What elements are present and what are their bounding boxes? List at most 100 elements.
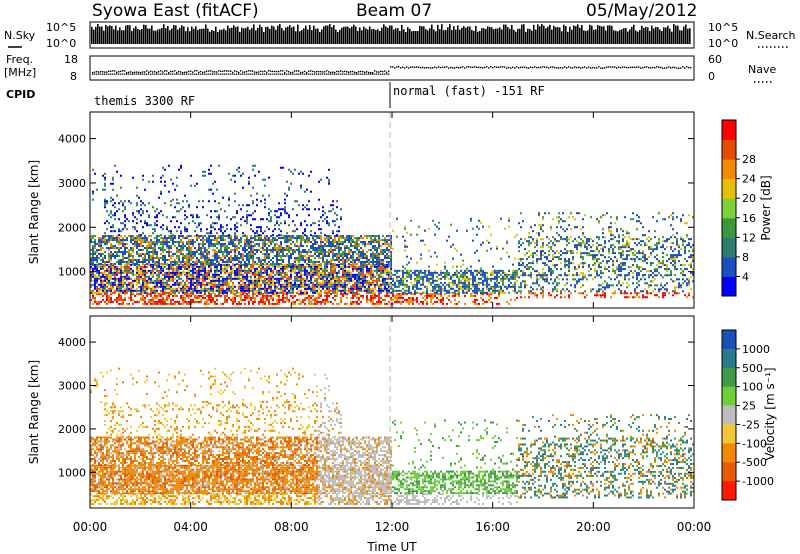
power-cell (156, 255, 158, 258)
power-cell (118, 228, 120, 231)
power-cell (242, 235, 244, 238)
power-cell (146, 224, 148, 227)
power-cell (198, 267, 200, 270)
power-cell (372, 239, 374, 242)
power-cell (326, 287, 328, 290)
power-cell (128, 289, 130, 292)
power-cell (270, 296, 272, 299)
power-cell (124, 267, 126, 270)
power-cell (314, 249, 316, 252)
power-cell (332, 262, 334, 265)
power-cell (154, 243, 156, 246)
power-cell (120, 267, 122, 270)
power-cell (290, 287, 292, 290)
power-cell (234, 273, 236, 276)
power-cell (136, 275, 138, 278)
power-cell (90, 275, 92, 278)
power-cell (136, 194, 138, 197)
power-cell (120, 285, 122, 288)
power-cell (330, 277, 332, 280)
power-cell (138, 245, 140, 248)
power-cell (228, 289, 230, 292)
power-cell (354, 260, 356, 263)
power-cell (294, 230, 296, 233)
power-cell (232, 262, 234, 265)
power-cell (378, 255, 380, 258)
nave-point (138, 73, 140, 75)
power-cell (242, 172, 244, 175)
power-cell (110, 283, 112, 286)
power-cell (96, 279, 98, 282)
power-cell (226, 251, 228, 254)
power-cell (358, 279, 360, 282)
power-cell (326, 239, 328, 242)
power-cell (104, 291, 106, 294)
power-cell (380, 300, 382, 303)
power-cell (246, 255, 248, 258)
power-cell (120, 200, 122, 203)
power-cell (312, 265, 314, 268)
power-cell (168, 263, 170, 266)
power-cell (190, 262, 192, 265)
power-cell (300, 267, 302, 270)
power-cell (346, 277, 348, 280)
power-cell (266, 294, 268, 297)
power-cell (368, 271, 370, 274)
power-cell (342, 285, 344, 288)
nsky-bar (555, 27, 557, 44)
nsky-bar (377, 29, 379, 44)
power-cell (164, 302, 166, 305)
power-cell (380, 283, 382, 286)
power-cell (154, 302, 156, 305)
power-cell (332, 285, 334, 288)
power-cell (224, 235, 226, 238)
power-cell (156, 269, 158, 272)
power-cell (248, 267, 250, 270)
power-cell (118, 298, 120, 301)
freq-point (280, 70, 282, 72)
power-cell (358, 302, 360, 305)
power-cell (358, 259, 360, 261)
power-cell (366, 281, 368, 284)
power-cell (186, 275, 188, 278)
nave-point (290, 73, 292, 75)
power-cell (372, 298, 374, 301)
power-cell (178, 202, 180, 205)
power-cell (130, 241, 132, 244)
power-cell (220, 267, 222, 270)
freq-point (268, 70, 270, 72)
power-cell (192, 289, 194, 292)
power-cell (312, 245, 314, 248)
nsky-bar (669, 28, 671, 44)
nsky-bar (427, 30, 429, 44)
freq-point (646, 66, 648, 68)
power-cell (206, 260, 208, 263)
power-cell (104, 172, 106, 175)
power-cell (372, 281, 374, 284)
nsky-bar (509, 28, 511, 44)
power-cell (232, 269, 234, 272)
power-cell (340, 279, 342, 282)
power-cell (378, 253, 380, 256)
power-cell (210, 243, 212, 246)
power-cell (266, 291, 268, 294)
power-cell (314, 287, 316, 290)
power-cell (196, 259, 198, 261)
power-cell (310, 224, 312, 227)
power-cell (206, 251, 208, 254)
power-cell (340, 208, 342, 211)
power-cell (310, 267, 312, 270)
nsky-bar (683, 26, 685, 44)
power-cell (120, 289, 122, 292)
power-cell (172, 289, 174, 292)
nsky-bar (585, 31, 587, 44)
power-cell (270, 275, 272, 278)
power-cell (146, 222, 148, 225)
power-cell (278, 208, 280, 211)
power-cell (246, 296, 248, 299)
power-cell (356, 249, 358, 252)
power-cell (140, 292, 142, 295)
power-cell (152, 180, 154, 183)
freq-point (440, 66, 442, 69)
power-cell (166, 241, 168, 244)
